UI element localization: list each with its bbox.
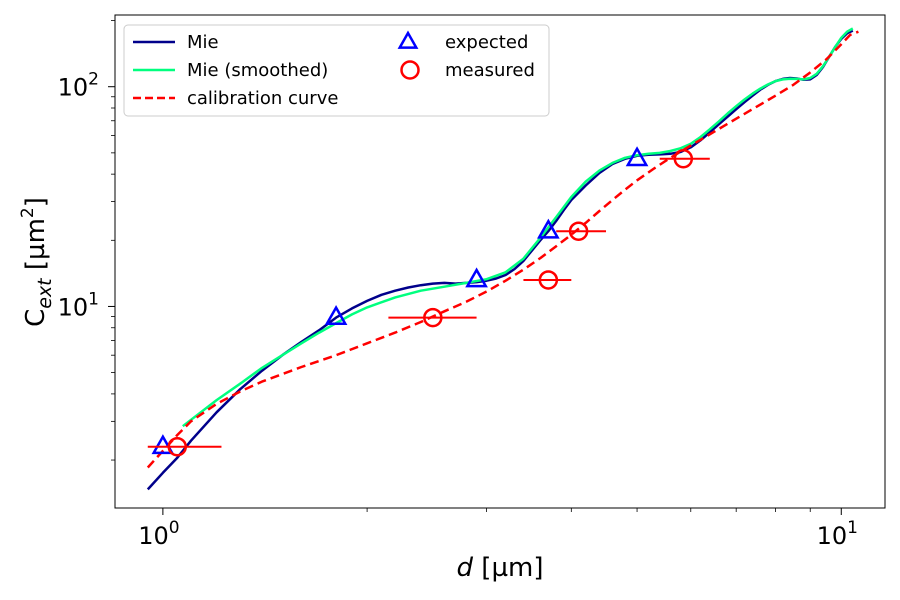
y-axis-label: Cext [µm2] xyxy=(18,197,56,327)
expected-marker xyxy=(324,305,348,326)
measured-marker xyxy=(568,221,589,241)
y-tick-label: 102 xyxy=(58,70,99,102)
x-axis-label: d [µm] xyxy=(457,553,544,583)
legend-swatch-expected xyxy=(397,30,419,49)
legend-swatch-measured xyxy=(400,60,420,80)
measured-marker xyxy=(167,436,188,457)
measured-marker xyxy=(538,270,559,290)
legend-label-calibration-curve: calibration curve xyxy=(187,88,338,109)
measured-marker xyxy=(673,149,694,169)
expected-marker xyxy=(536,218,560,239)
expected-marker xyxy=(625,146,649,167)
expected-marker xyxy=(465,267,488,288)
expected-marker xyxy=(151,434,175,455)
x-tick-label: 100 xyxy=(138,518,179,550)
series-line-calibration-curve xyxy=(146,30,859,469)
measured-marker xyxy=(423,307,443,328)
legend-box xyxy=(123,24,550,117)
series-line-mie-smoothed xyxy=(182,27,854,428)
legend-label-expected: expected xyxy=(445,32,528,53)
y-tick-label: 101 xyxy=(58,289,99,321)
legend-label-mie-smoothed: Mie (smoothed) xyxy=(187,60,328,81)
x-tick-label: 101 xyxy=(817,518,858,550)
legend-label-mie: Mie xyxy=(187,32,219,53)
legend-label-measured: measured xyxy=(445,60,535,81)
